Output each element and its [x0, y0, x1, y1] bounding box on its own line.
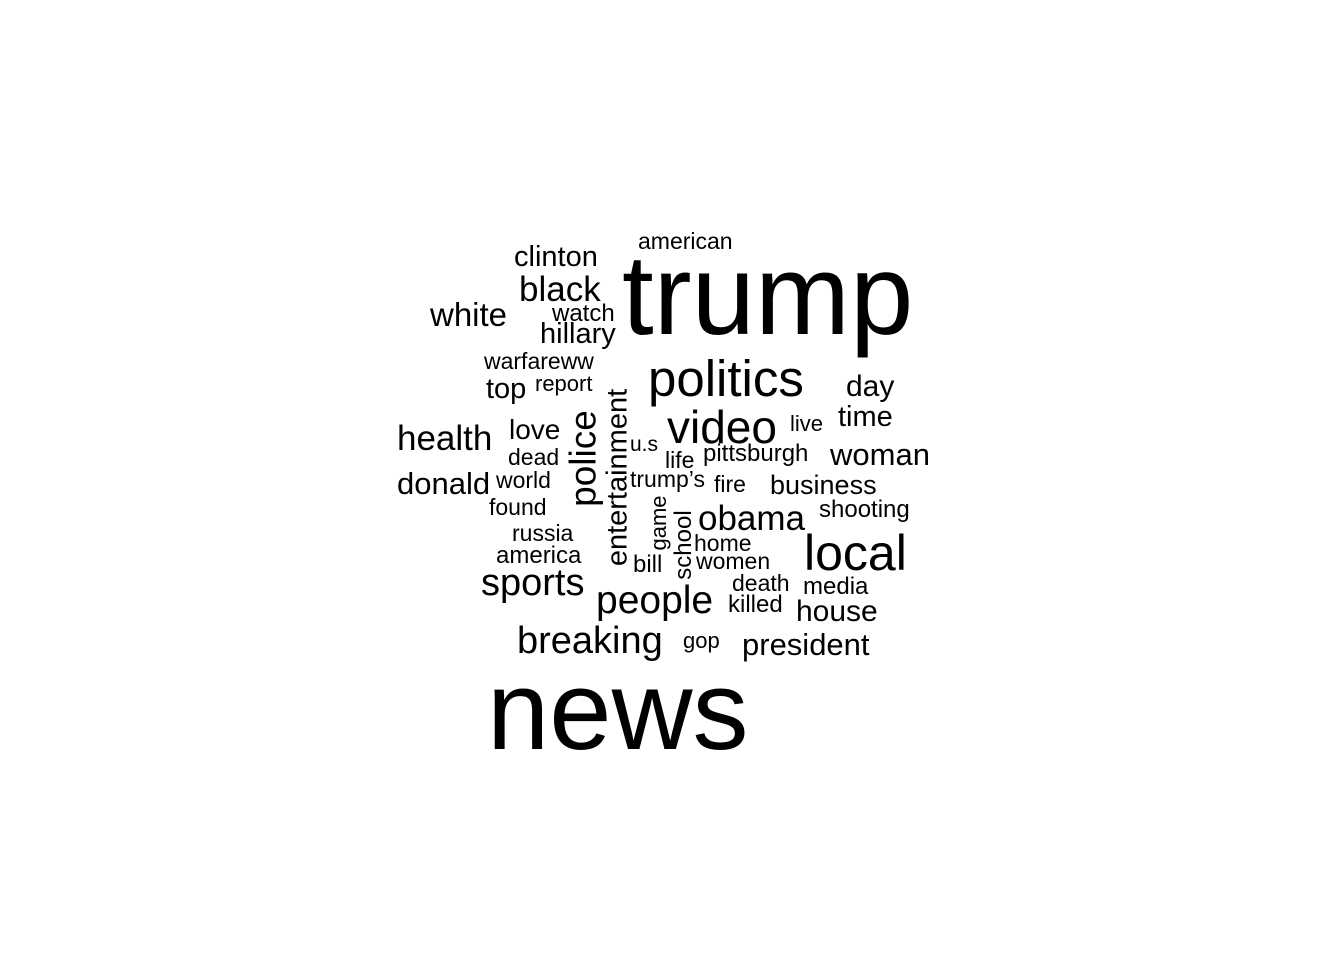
word-time: time [838, 401, 893, 433]
word-gop: gop [683, 628, 720, 653]
word-report: report [535, 371, 593, 396]
word-death: death [732, 570, 790, 596]
word-world: world [496, 467, 551, 493]
word-media: media [803, 573, 869, 600]
word-clinton: clinton [514, 241, 598, 273]
word-russia: russia [512, 520, 574, 546]
word-police: police [562, 410, 604, 507]
word-warfareww: warfareww [484, 348, 594, 374]
word-president: president [742, 627, 870, 662]
word-politics: politics [648, 350, 804, 407]
word-black: black [519, 270, 601, 309]
word-love: love [509, 414, 561, 445]
word-found: found [489, 494, 547, 520]
word-entertainment: entertainment [601, 388, 634, 567]
word-woman: woman [830, 437, 930, 472]
word-fire: fire [714, 471, 746, 497]
word-u-s: u.s [630, 433, 659, 456]
word-sports: sports [481, 562, 585, 604]
word-trumps: trump’s [630, 466, 705, 492]
word-life: life [665, 447, 695, 473]
word-donald: donald [397, 466, 491, 501]
word-school: school [670, 510, 697, 580]
word-watch: watch [552, 300, 615, 327]
word-breaking: breaking [517, 620, 663, 662]
word-house: house [796, 595, 878, 628]
word-video: video [667, 401, 777, 453]
word-local: local [804, 525, 907, 581]
word-pittsburgh: pittsburgh [703, 440, 809, 467]
word-white: white [430, 296, 508, 333]
word-live: live [790, 411, 824, 436]
word-shooting: shooting [819, 496, 910, 523]
word-people: people [596, 579, 714, 622]
word-business: business [770, 470, 877, 500]
word-women: women [696, 548, 771, 574]
word-top: top [486, 373, 527, 405]
word-trump: trump [622, 232, 914, 359]
word-home: home [694, 530, 752, 556]
word-killed: killed [728, 591, 783, 618]
word-hillary: hillary [540, 318, 616, 350]
word-game: game [646, 495, 671, 551]
word-health: health [397, 419, 493, 458]
word-bill: bill [633, 551, 663, 578]
word-american: american [638, 228, 733, 254]
word-america: america [496, 542, 582, 569]
word-dead: dead [508, 444, 560, 470]
word-news: news [487, 648, 749, 773]
word-day: day [846, 370, 895, 403]
word-obama: obama [698, 499, 806, 538]
